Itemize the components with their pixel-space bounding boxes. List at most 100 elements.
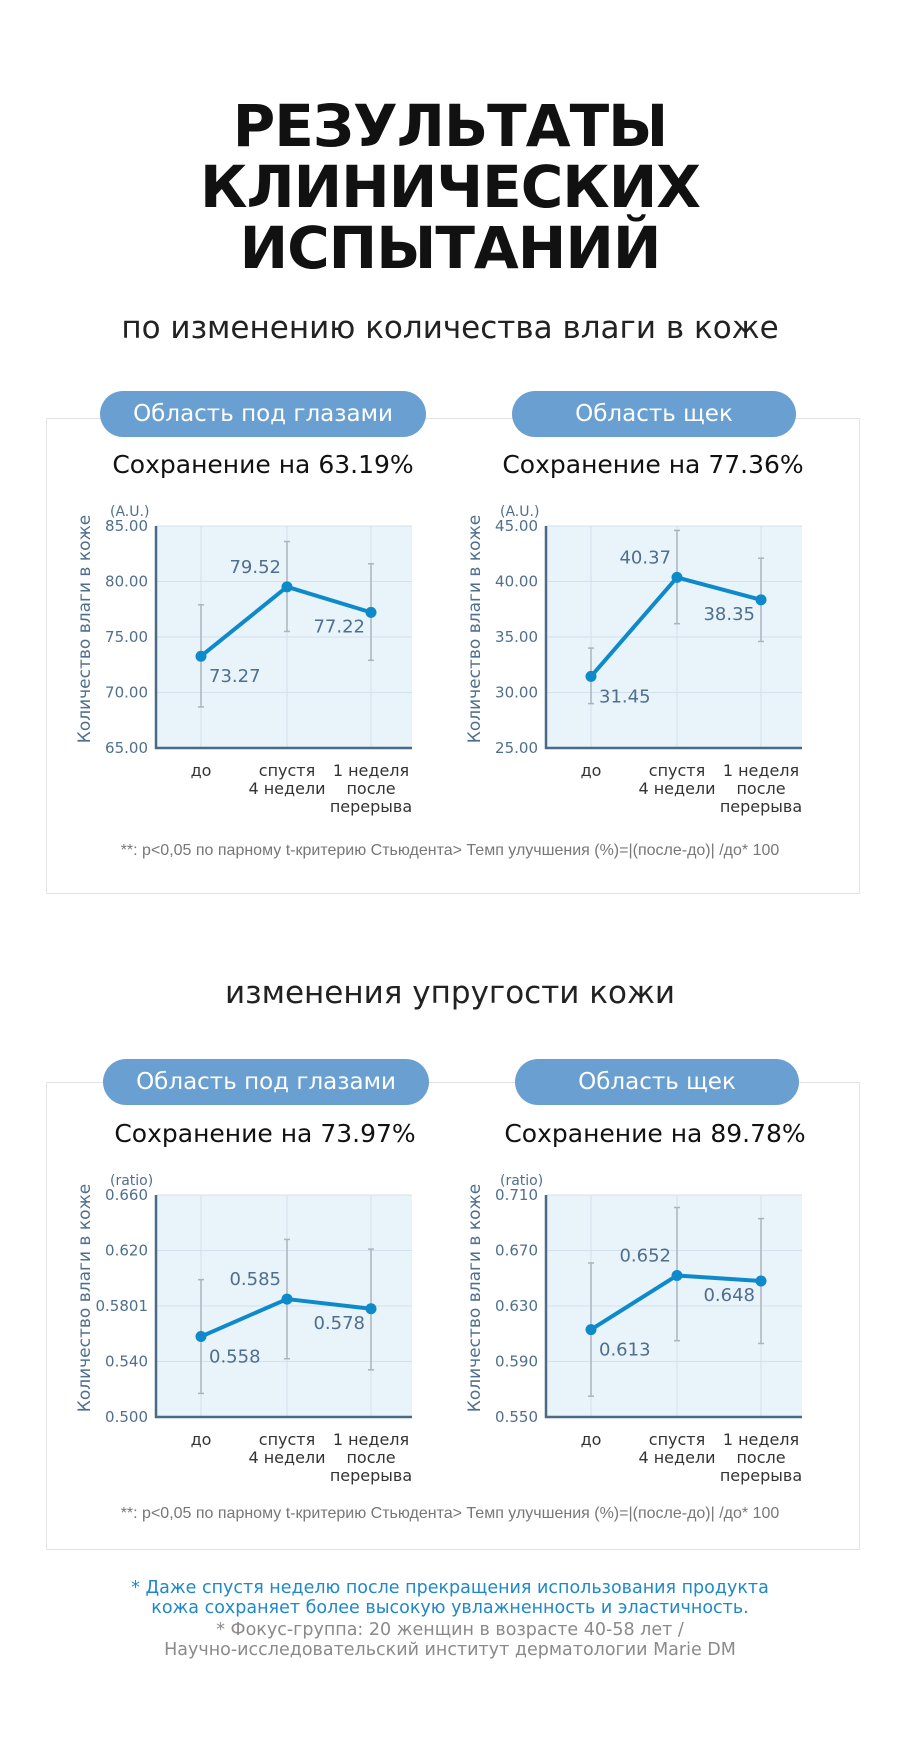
y-tick-label: 0.620 <box>105 1242 148 1260</box>
panel-label: Область под глазами <box>100 391 426 437</box>
data-point <box>365 606 377 618</box>
y-tick-label: 80.00 <box>105 573 148 591</box>
data-label: 0.585 <box>229 1269 281 1290</box>
y-tick-label: 0.550 <box>495 1408 538 1426</box>
unit-label: (ratio) <box>500 1173 543 1189</box>
page-title: РЕЗУЛЬТАТЫ КЛИНИЧЕСКИХ ИСПЫТАНИЙ <box>0 96 900 279</box>
data-point <box>281 1293 293 1305</box>
chart-elasticity-eye: 0.500 0.540 0.5801 0.620 0.660 (ratio) Количес… <box>75 1163 466 1485</box>
data-label: 73.27 <box>209 666 261 687</box>
x-tick-label-line: 4 недели <box>248 779 325 798</box>
y-tick-label: 0.630 <box>495 1297 538 1315</box>
x-tick-label: 1 неделя после перерыва <box>330 1430 412 1485</box>
data-point <box>585 670 597 682</box>
x-tick-label-line: до <box>581 1430 602 1449</box>
y-tick-label: 35.00 <box>495 628 538 646</box>
chart-svg: 0.500 0.540 0.5801 0.620 0.660(ratio) Количес… <box>75 1173 412 1485</box>
chart-svg: 0.550 0.590 0.630 0.670 0.710(ratio) Количест… <box>465 1173 802 1485</box>
data-label: 0.578 <box>313 1313 365 1334</box>
section-moisture-subtitle: по изменению количества влаги в коже <box>121 310 779 346</box>
x-tick-label: до <box>191 761 212 780</box>
retention-label: Сохранение на 63.19% <box>112 450 414 479</box>
y-axis-title: Количество влаги в коже <box>75 515 95 744</box>
x-tick-label: до <box>581 761 602 780</box>
chart-moisture-cheek: 25.00 30.00 35.00 40.00 45.00 (A.U.) Количеств… <box>465 494 856 816</box>
footer-highlight-line: кожа сохраняет более высокую увлажненнос… <box>151 1598 749 1618</box>
x-tick-label-line: после <box>346 779 395 798</box>
panel-label: Область щек <box>512 391 796 437</box>
section-elasticity-subtitle: изменения упругости кожи <box>224 975 676 1011</box>
x-tick-label-line: 1 неделя <box>723 761 799 780</box>
y-tick-label: 0.540 <box>105 1353 148 1371</box>
x-tick-label-line: спустя <box>649 1430 705 1449</box>
x-tick-label-line: после <box>736 1448 785 1467</box>
title-line: ИСПЫТАНИЙ <box>239 214 662 282</box>
y-tick-label: 75.00 <box>105 628 148 646</box>
data-label: 38.35 <box>703 604 755 625</box>
x-tick-label: спустя 4 недели <box>248 761 325 798</box>
x-tick-label-line: перерыва <box>330 1466 412 1485</box>
data-label: 0.558 <box>209 1347 261 1368</box>
y-axis-title: Количество влаги в коже <box>75 1184 95 1413</box>
footer-source-line: * Фокус-группа: 20 женщин в возрасте 40-… <box>216 1620 684 1640</box>
unit-label: (A.U.) <box>500 504 539 520</box>
x-tick-label: спустя 4 недели <box>638 1430 715 1467</box>
data-label: 31.45 <box>599 686 651 707</box>
y-tick-label: 0.590 <box>495 1353 538 1371</box>
data-label: 79.52 <box>229 557 281 578</box>
x-tick-label-line: 4 недели <box>638 1448 715 1467</box>
retention-label: Сохранение на 89.78% <box>504 1119 806 1148</box>
data-point <box>585 1324 597 1336</box>
x-tick-label-line: до <box>581 761 602 780</box>
data-point <box>671 1269 683 1281</box>
panel-label: Область щек <box>515 1059 799 1105</box>
footer-highlight-line: * Даже спустя неделю после прекращения и… <box>131 1578 769 1598</box>
x-tick-label-line: после <box>736 779 785 798</box>
data-label: 77.22 <box>313 616 365 637</box>
x-tick-label: спустя 4 недели <box>248 1430 325 1467</box>
y-tick-label: 65.00 <box>105 739 148 757</box>
retention-label: Сохранение на 73.97% <box>114 1119 416 1148</box>
y-tick-label: 0.670 <box>495 1242 538 1260</box>
data-point <box>755 594 767 606</box>
x-tick-label-line: до <box>191 761 212 780</box>
data-label: 40.37 <box>619 547 671 568</box>
x-tick-label: 1 неделя после перерыва <box>720 761 802 816</box>
x-tick-label-line: спустя <box>259 1430 315 1449</box>
chart-elasticity-cheek: 0.550 0.590 0.630 0.670 0.710 (ratio) Количест… <box>465 1163 856 1485</box>
data-point <box>755 1275 767 1287</box>
x-tick-label-line: спустя <box>259 761 315 780</box>
y-tick-label: 25.00 <box>495 739 538 757</box>
y-axis-title: Количество влаги в коже <box>465 1184 485 1413</box>
y-tick-label: 0.660 <box>105 1186 148 1204</box>
data-point <box>195 1331 207 1343</box>
x-tick-label-line: после <box>346 1448 395 1467</box>
x-tick-label-line: перерыва <box>330 797 412 816</box>
x-tick-label-line: 4 недели <box>638 779 715 798</box>
unit-label: (A.U.) <box>110 504 149 520</box>
title-line: КЛИНИЧЕСКИХ <box>200 153 701 221</box>
x-tick-label-line: 4 недели <box>248 1448 325 1467</box>
chart-svg: 65.00 70.00 75.00 80.00 85.00(A.U.) Количеств… <box>75 504 412 816</box>
x-tick-label: до <box>581 1430 602 1449</box>
y-tick-label: 30.00 <box>495 684 538 702</box>
panel-label: Область под глазами <box>103 1059 429 1105</box>
footer-highlight: * Даже спустя неделю после прекращения и… <box>0 1578 900 1618</box>
data-point <box>365 1303 377 1315</box>
data-label: 0.652 <box>619 1245 671 1266</box>
x-tick-label: 1 неделя после перерыва <box>330 761 412 816</box>
data-label: 0.613 <box>599 1340 651 1361</box>
x-tick-label-line: 1 неделя <box>333 1430 409 1449</box>
y-tick-label: 0.710 <box>495 1186 538 1204</box>
chart-moisture-eye: 65.00 70.00 75.00 80.00 85.00 (A.U.) Количеств… <box>75 494 466 816</box>
title-line: РЕЗУЛЬТАТЫ <box>232 92 669 160</box>
y-tick-label: 45.00 <box>495 517 538 535</box>
footnote: **: p<0,05 по парному t-критерию Стьюден… <box>120 1505 780 1522</box>
data-point <box>281 581 293 593</box>
x-tick-label-line: 1 неделя <box>333 761 409 780</box>
y-tick-label: 40.00 <box>495 573 538 591</box>
x-tick-label-line: до <box>191 1430 212 1449</box>
data-point <box>671 571 683 583</box>
y-tick-label: 70.00 <box>105 684 148 702</box>
y-tick-label: 0.5801 <box>96 1297 149 1315</box>
